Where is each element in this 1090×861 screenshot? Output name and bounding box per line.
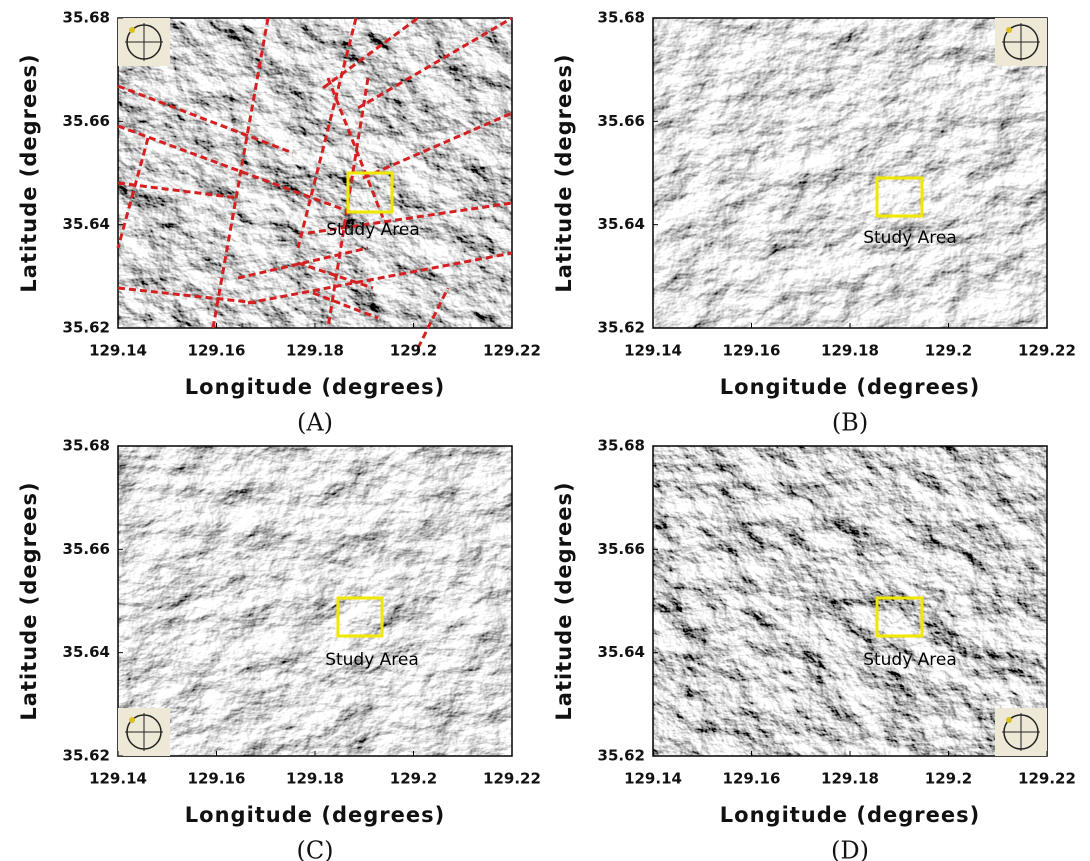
- x-tick-label: 129.2: [925, 342, 972, 360]
- x-tick-label: 129.14: [624, 770, 682, 788]
- x-tick-label: 129.18: [821, 342, 879, 360]
- panel-label: (C): [296, 837, 333, 861]
- y-tick-label: 35.64: [598, 215, 645, 233]
- y-axis-title: Latitude (degrees): [17, 53, 41, 292]
- x-axis-title: Longitude (degrees): [720, 375, 980, 399]
- annotation: Study Area: [326, 220, 420, 240]
- x-tick-label: 129.14: [89, 770, 147, 788]
- y-tick-label: 35.64: [63, 643, 110, 661]
- panel-label: (D): [831, 837, 869, 861]
- compass: [118, 18, 170, 66]
- map-panel: Study Area 129.14 129.16 129.18 129.2 129.22 3…: [552, 437, 1076, 861]
- y-tick-label: 35.66: [598, 540, 645, 558]
- x-tick-label: 129.2: [390, 342, 437, 360]
- y-tick-label: 35.68: [63, 437, 110, 455]
- y-tick-label: 35.68: [598, 437, 645, 455]
- x-tick-label: 129.2: [390, 770, 437, 788]
- compass-sun: [1006, 27, 1012, 33]
- x-tick-label: 129.22: [1018, 342, 1076, 360]
- compass-sun: [129, 717, 135, 723]
- x-tick-label: 129.14: [624, 342, 682, 360]
- y-tick-label: 35.62: [598, 319, 645, 337]
- y-tick-label: 35.66: [63, 112, 110, 130]
- map-panel: Study Area 129.14 129.16 129.18 129.2 129.22 3…: [17, 9, 541, 437]
- x-tick-label: 129.16: [188, 342, 246, 360]
- hillshade: [653, 18, 1047, 328]
- y-axis-title: Latitude (degrees): [552, 53, 576, 292]
- y-axis-title: Latitude (degrees): [17, 481, 41, 720]
- x-tick-label: 129.2: [925, 770, 972, 788]
- x-axis-title: Longitude (degrees): [185, 375, 445, 399]
- panel-label: (B): [832, 409, 868, 437]
- compass: [995, 708, 1047, 756]
- x-axis-title: Longitude (degrees): [185, 803, 445, 827]
- hillshade: [118, 446, 512, 756]
- map-panel: Study Area 129.14 129.16 129.18 129.2 129.22 3…: [552, 9, 1076, 437]
- x-tick-label: 129.22: [483, 342, 541, 360]
- x-tick-label: 129.14: [89, 342, 147, 360]
- x-tick-label: 129.16: [723, 342, 781, 360]
- compass: [995, 18, 1047, 66]
- x-tick-label: 129.16: [723, 770, 781, 788]
- annotation: Study Area: [863, 228, 957, 248]
- y-tick-label: 35.62: [63, 747, 110, 765]
- y-tick-label: 35.66: [598, 112, 645, 130]
- hillshade: [118, 18, 512, 328]
- panel-label: (A): [297, 409, 333, 437]
- annotation: Study Area: [863, 650, 957, 670]
- y-tick-label: 35.62: [598, 747, 645, 765]
- x-tick-label: 129.16: [188, 770, 246, 788]
- x-tick-label: 129.18: [286, 770, 344, 788]
- map-panel: Study Area 129.14 129.16 129.18 129.2 129.22 3…: [17, 437, 541, 861]
- x-tick-label: 129.22: [1018, 770, 1076, 788]
- x-axis-title: Longitude (degrees): [720, 803, 980, 827]
- compass-sun: [1006, 717, 1012, 723]
- figure: Study Area 129.14 129.16 129.18 129.2 129.22 3…: [0, 0, 1090, 861]
- y-tick-label: 35.66: [63, 540, 110, 558]
- compass-sun: [129, 27, 135, 33]
- y-tick-label: 35.62: [63, 319, 110, 337]
- annotation: Study Area: [325, 650, 419, 670]
- x-tick-label: 129.18: [821, 770, 879, 788]
- y-axis-title: Latitude (degrees): [552, 481, 576, 720]
- y-tick-label: 35.68: [63, 9, 110, 27]
- compass: [118, 708, 170, 756]
- y-tick-label: 35.68: [598, 9, 645, 27]
- x-tick-label: 129.18: [286, 342, 344, 360]
- y-tick-label: 35.64: [598, 643, 645, 661]
- hillshade: [653, 446, 1047, 756]
- x-tick-label: 129.22: [483, 770, 541, 788]
- y-tick-label: 35.64: [63, 215, 110, 233]
